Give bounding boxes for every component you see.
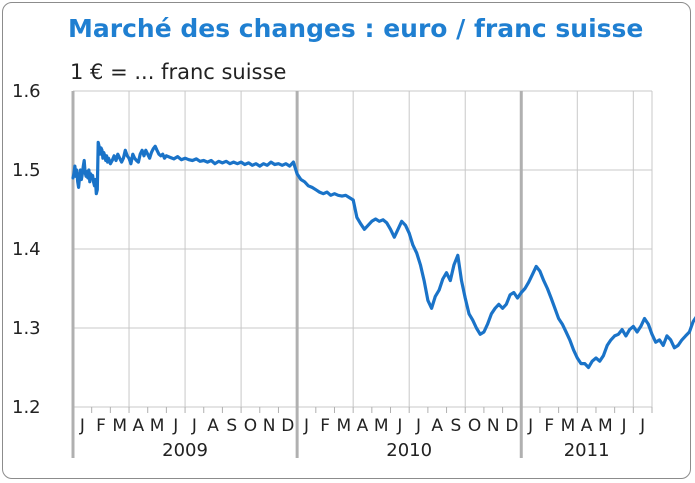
year-label-2011: 2011 (564, 440, 610, 461)
month-label-0: J (79, 416, 85, 436)
y-tick-label-2: 1.4 (12, 239, 41, 260)
month-label-11: D (281, 416, 294, 436)
month-label-16: M (374, 416, 389, 436)
month-label-9: O (244, 416, 257, 436)
month-label-13: F (320, 416, 330, 436)
chart-subtitle: 1 € = ... franc suisse (70, 60, 287, 84)
month-label-23: D (505, 416, 518, 436)
chart-frame (2, 2, 691, 479)
month-label-21: O (468, 416, 481, 436)
year-label-2010: 2010 (386, 440, 432, 461)
month-label-17: J (396, 416, 402, 436)
series-layer (71, 140, 695, 370)
month-label-2: M (112, 416, 127, 436)
month-label-10: N (263, 416, 276, 436)
month-label-4: M (150, 416, 165, 436)
month-label-1: F (96, 416, 106, 436)
series-line-0 (71, 140, 695, 370)
month-label-14: M (336, 416, 351, 436)
month-label-30: J (639, 416, 645, 436)
month-label-15: A (357, 416, 369, 436)
y-axis-ticks: 1.2 1.3 1.4 1.5 1.6 (12, 81, 41, 418)
grid (71, 90, 653, 458)
month-label-28: M (598, 416, 613, 436)
month-label-29: J (620, 416, 626, 436)
month-label-19: A (431, 416, 443, 436)
month-label-7: A (207, 416, 219, 436)
month-label-5: J (172, 416, 178, 436)
year-label-2009: 2009 (162, 440, 208, 461)
y-tick-label-4: 1.6 (12, 81, 41, 102)
month-label-22: N (487, 416, 500, 436)
y-tick-label-1: 1.3 (12, 318, 41, 339)
month-label-3: A (133, 416, 145, 436)
month-label-26: M (561, 416, 576, 436)
month-label-6: J (191, 416, 197, 436)
month-label-20: S (450, 416, 461, 436)
y-tick-label-0: 1.2 (12, 397, 41, 418)
month-label-24: J (527, 416, 533, 436)
y-tick-label-3: 1.5 (12, 160, 41, 181)
chart-title: Marché des changes : euro / franc suisse (68, 14, 644, 43)
month-label-27: A (581, 416, 593, 436)
month-label-12: J (303, 416, 309, 436)
month-label-18: J (415, 416, 421, 436)
year-labels: 2009 2010 2011 (162, 440, 609, 461)
month-label-25: F (544, 416, 554, 436)
month-label-8: S (226, 416, 237, 436)
